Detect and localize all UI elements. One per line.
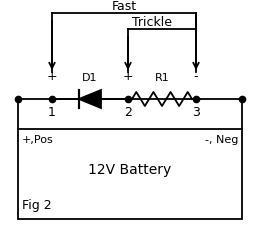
Text: 3: 3 [192,106,200,118]
Bar [18,129,242,219]
Text: -: - [194,70,198,83]
Polygon shape [79,91,101,109]
Text: Fast: Fast [111,0,136,13]
Text: +: + [47,70,57,83]
Text: +: + [123,70,133,83]
Text: +,Pos: +,Pos [22,134,54,144]
Text: 1: 1 [48,106,56,118]
Text: D1: D1 [82,73,98,83]
Text: -, Neg: -, Neg [205,134,238,144]
Text: 2: 2 [124,106,132,118]
Text: 12V Battery: 12V Battery [88,162,172,176]
Text: Fig 2: Fig 2 [22,198,52,211]
Text: Trickle: Trickle [132,16,172,29]
Text: R1: R1 [155,73,169,83]
